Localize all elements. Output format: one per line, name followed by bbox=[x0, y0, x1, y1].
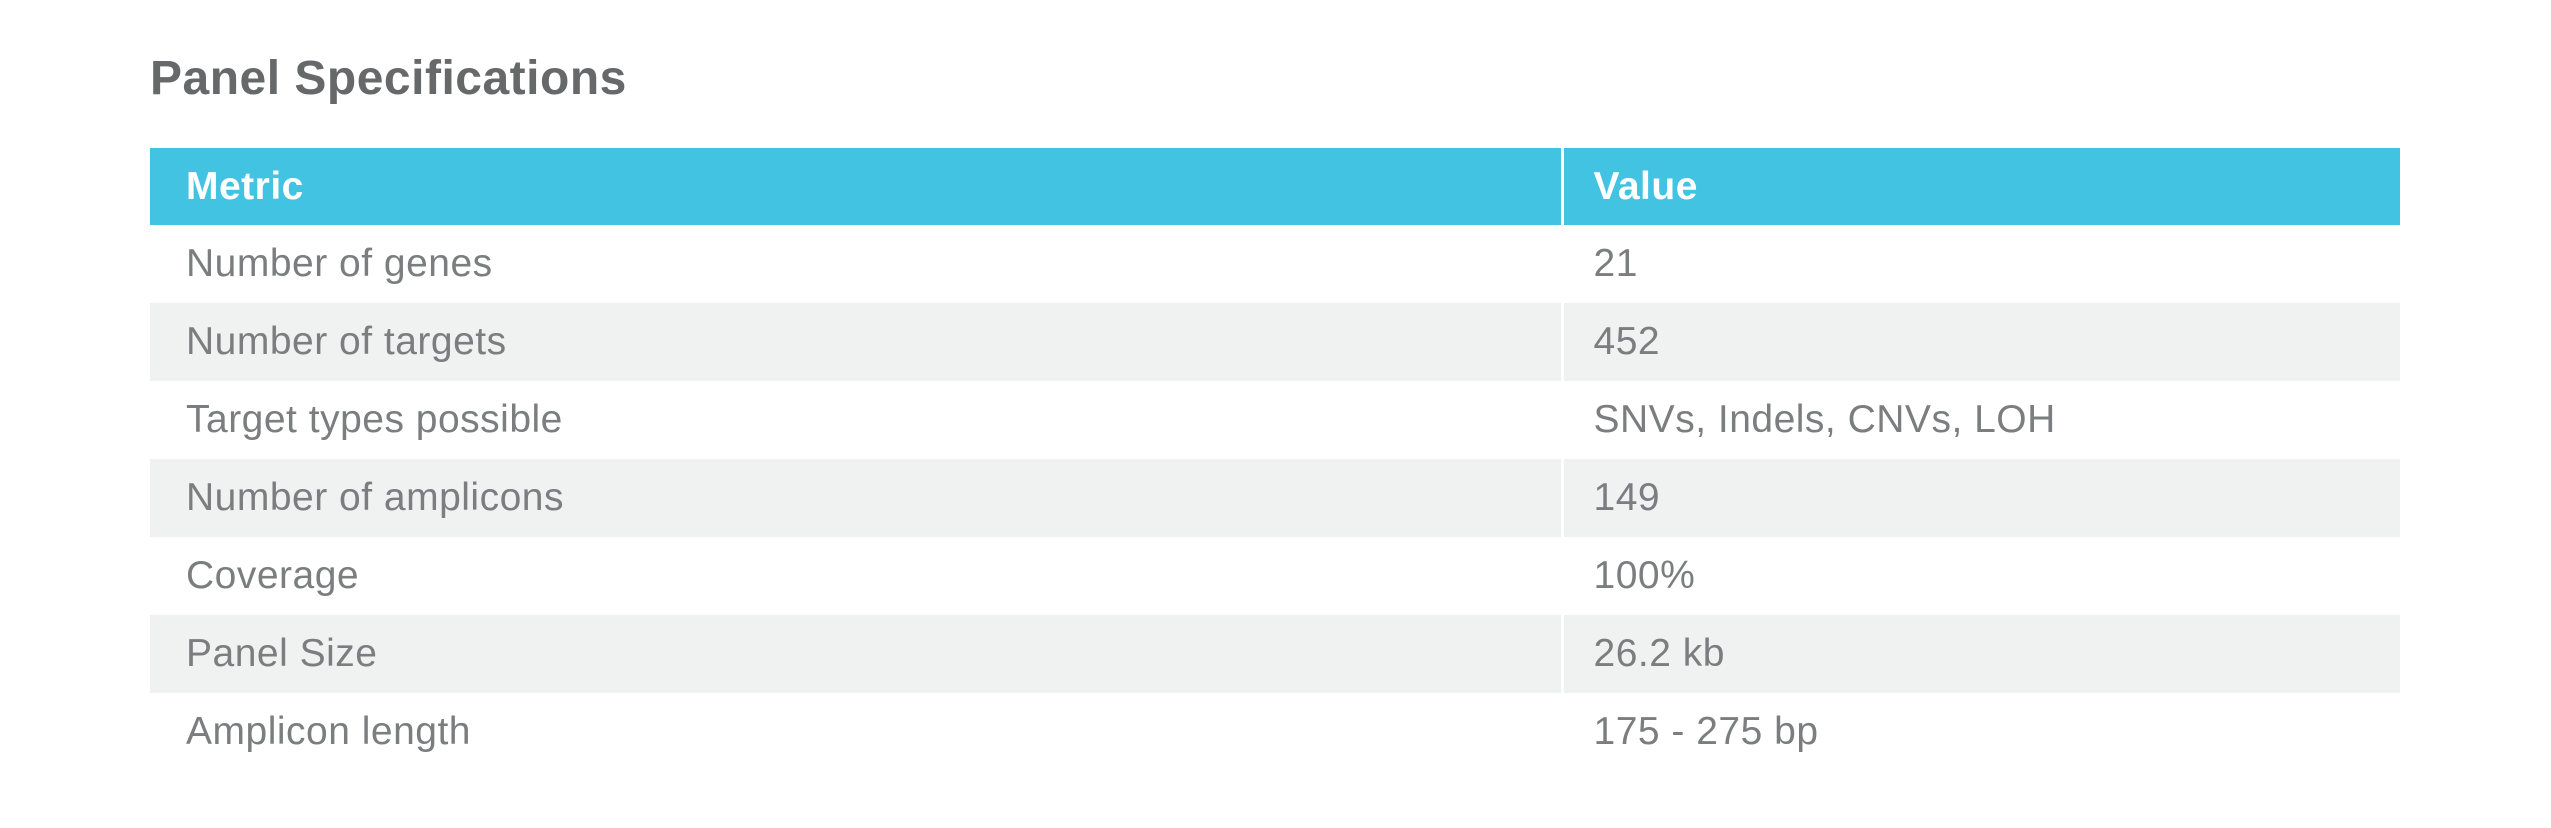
column-header-metric: Metric bbox=[150, 148, 1562, 225]
metric-cell: Number of genes bbox=[150, 225, 1562, 303]
value-cell: SNVs, Indels, CNVs, LOH bbox=[1560, 381, 2400, 459]
value-cell: 100% bbox=[1560, 537, 2400, 615]
value-cell: 26.2 kb bbox=[1560, 615, 2400, 693]
metric-cell: Number of amplicons bbox=[150, 459, 1562, 537]
column-header-value: Value bbox=[1560, 148, 2400, 225]
metric-cell: Amplicon length bbox=[150, 693, 1562, 771]
value-cell: 149 bbox=[1560, 459, 2400, 537]
table-row: Panel Size 26.2 kb bbox=[150, 615, 2400, 693]
value-cell: 21 bbox=[1560, 225, 2400, 303]
panel-specifications-table: Metric Value Number of genes 21 Number o… bbox=[150, 148, 2400, 771]
page-title: Panel Specifications bbox=[150, 52, 627, 105]
metric-cell: Panel Size bbox=[150, 615, 1562, 693]
table-header: Metric Value bbox=[150, 148, 2400, 225]
table-row: Target types possible SNVs, Indels, CNVs… bbox=[150, 381, 2400, 459]
table-body: Number of genes 21 Number of targets 452… bbox=[150, 225, 2400, 771]
metric-cell: Coverage bbox=[150, 537, 1562, 615]
header-row: Metric Value bbox=[150, 148, 2400, 225]
value-cell: 452 bbox=[1560, 303, 2400, 381]
page: Panel Specifications Metric Value Number… bbox=[150, 52, 2400, 771]
table-row: Number of targets 452 bbox=[150, 303, 2400, 381]
value-cell: 175 - 275 bp bbox=[1560, 693, 2400, 771]
metric-cell: Target types possible bbox=[150, 381, 1562, 459]
table-row: Number of amplicons 149 bbox=[150, 459, 2400, 537]
table-row: Amplicon length 175 - 275 bp bbox=[150, 693, 2400, 771]
table-row: Number of genes 21 bbox=[150, 225, 2400, 303]
metric-cell: Number of targets bbox=[150, 303, 1562, 381]
table-row: Coverage 100% bbox=[150, 537, 2400, 615]
